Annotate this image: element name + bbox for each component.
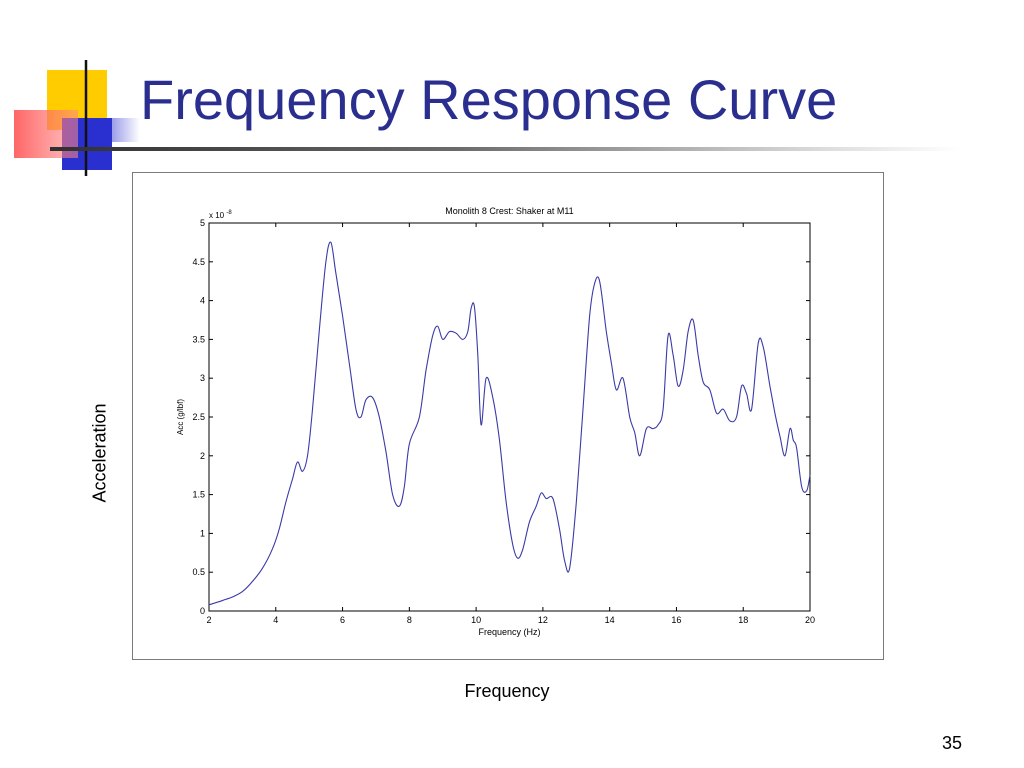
x-tick-label: 10: [471, 615, 481, 625]
logo-decoration: [14, 60, 140, 176]
y-tick-label: 3: [200, 373, 205, 383]
x-tick-label: 8: [407, 615, 412, 625]
y-tick-label: 0.5: [192, 567, 205, 577]
series-line: [208, 241, 811, 606]
side-y-axis-label: Acceleration: [89, 403, 110, 503]
y-multiplier-exponent: -8: [226, 210, 232, 216]
y-tick-label: 5: [200, 218, 205, 228]
slide-number: 35: [941, 733, 962, 753]
y-tick-label: 4.5: [192, 257, 205, 267]
x-tick-label: 18: [738, 615, 748, 625]
x-tick-label: 2: [206, 615, 211, 625]
page-title: Frequency Response Curve: [140, 68, 838, 131]
y-tick-label: 3.5: [192, 334, 205, 344]
plot-area: [208, 222, 811, 612]
y-tick-label: 2.5: [192, 412, 205, 422]
x-tick-label: 4: [273, 615, 278, 625]
chart-y-axis-label: Acc (g/lbf): [176, 399, 185, 435]
y-tick-label: 4: [200, 296, 205, 306]
x-tick-label: 12: [538, 615, 548, 625]
chart-title: Monolith 8 Crest: Shaker at M11: [445, 206, 573, 216]
logo-blue-band: [80, 118, 140, 142]
x-tick-label: 16: [671, 615, 681, 625]
x-tick-label: 6: [340, 615, 345, 625]
side-x-axis-label: Frequency: [464, 681, 550, 701]
y-axis-multiplier: x 10 -8: [209, 210, 232, 220]
y-tick-label: 0: [200, 606, 205, 616]
x-tick-label: 20: [805, 615, 815, 625]
figure-frame: Monolith 8 Crest: Shaker at M11 x 10 -8 …: [132, 172, 884, 660]
axis-ticks: 2 4 6 8 10 12 14 16 18 20 0 0.5 1 1.5 2 2.5 3 3.5 4 4.5 5: [192, 218, 815, 625]
y-multiplier-base: x 10: [209, 211, 225, 220]
x-tick-label: 14: [605, 615, 615, 625]
chart-x-axis-label: Frequency (Hz): [478, 627, 540, 637]
title-rule: [50, 147, 960, 151]
y-tick-label: 2: [200, 451, 205, 461]
y-tick-label: 1: [200, 528, 205, 538]
frequency-response-chart: Monolith 8 Crest: Shaker at M11 x 10 -8 …: [176, 206, 815, 637]
y-tick-label: 1.5: [192, 490, 205, 500]
